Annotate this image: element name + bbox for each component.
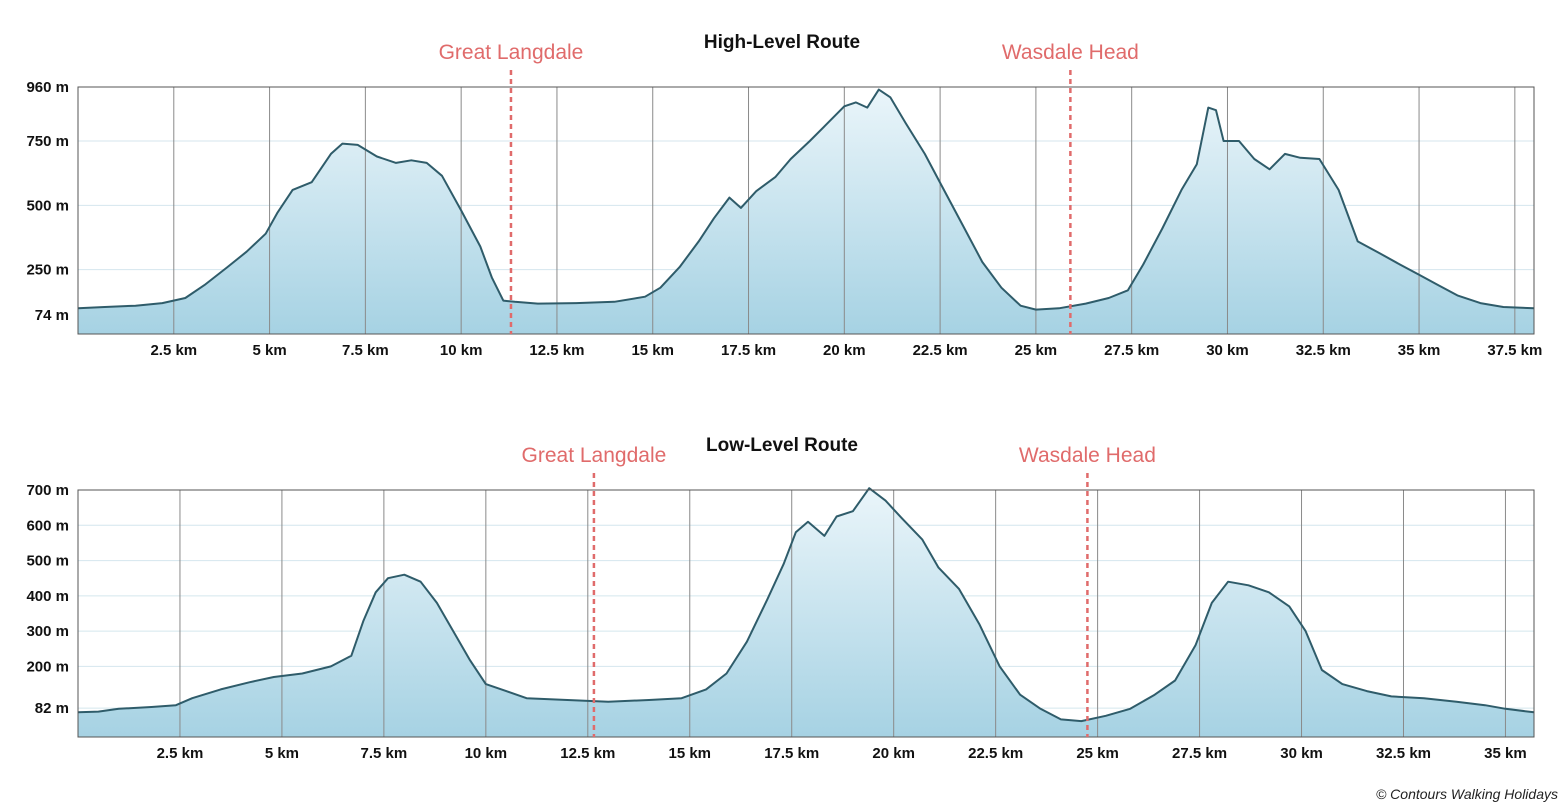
marker-label: Great Langdale	[439, 41, 584, 64]
elevation-area	[78, 488, 1534, 737]
y-tick-label: 300 m	[26, 623, 69, 640]
y-tick-label: 960 m	[26, 79, 69, 96]
x-tick-label: 5 km	[252, 342, 286, 359]
chart-title: Low-Level Route	[706, 435, 858, 456]
x-tick-label: 15 km	[631, 342, 674, 359]
marker-label: Great Langdale	[522, 444, 667, 467]
x-tick-label: 10 km	[465, 745, 508, 762]
y-tick-label: 74 m	[35, 307, 69, 324]
x-tick-label: 32.5 km	[1376, 745, 1431, 762]
y-tick-label: 750 m	[26, 133, 69, 150]
y-tick-label: 600 m	[26, 517, 69, 534]
x-tick-label: 27.5 km	[1104, 342, 1159, 359]
x-tick-label: 35 km	[1484, 745, 1527, 762]
x-tick-label: 25 km	[1015, 342, 1058, 359]
x-tick-label: 30 km	[1280, 745, 1323, 762]
x-tick-label: 30 km	[1206, 342, 1249, 359]
x-tick-label: 10 km	[440, 342, 483, 359]
y-tick-label: 200 m	[26, 658, 69, 675]
y-tick-label: 700 m	[26, 482, 69, 499]
x-tick-label: 12.5 km	[529, 342, 584, 359]
copyright-credit: © Contours Walking Holidays	[1375, 786, 1558, 802]
x-tick-label: 22.5 km	[913, 342, 968, 359]
x-tick-label: 25 km	[1076, 745, 1119, 762]
elevation-line	[77, 88, 1535, 311]
x-tick-label: 17.5 km	[764, 745, 819, 762]
plot-frame	[77, 489, 1535, 738]
x-tick-label: 7.5 km	[361, 745, 408, 762]
x-tick-label: 37.5 km	[1487, 342, 1542, 359]
x-tick-label: 5 km	[265, 745, 299, 762]
high-level-route-chart: Great Langdale Wasdale Head High-Level Rou…	[26, 32, 1542, 359]
x-tick-label: 32.5 km	[1296, 342, 1351, 359]
x-tick-label: 22.5 km	[968, 745, 1023, 762]
marker-label: Wasdale Head	[1002, 41, 1139, 64]
elevation-line	[77, 487, 1535, 723]
y-tick-label: 500 m	[26, 553, 69, 570]
y-tick-label: 400 m	[26, 588, 69, 605]
x-tick-label: 17.5 km	[721, 342, 776, 359]
x-tick-label: 2.5 km	[157, 745, 204, 762]
x-tick-label: 15 km	[668, 745, 711, 762]
chart-title: High-Level Route	[704, 32, 860, 53]
x-tick-label: 27.5 km	[1172, 745, 1227, 762]
marker-label: Wasdale Head	[1019, 444, 1156, 467]
y-tick-label: 82 m	[35, 700, 69, 717]
y-tick-label: 250 m	[26, 262, 69, 279]
low-level-route-chart: Great Langdale Wasdale Head Low-Level Rout…	[26, 435, 1535, 762]
y-tick-label: 500 m	[26, 197, 69, 214]
x-tick-label: 7.5 km	[342, 342, 389, 359]
x-tick-label: 20 km	[823, 342, 866, 359]
plot-frame	[77, 86, 1535, 335]
x-tick-label: 12.5 km	[560, 745, 615, 762]
x-tick-label: 20 km	[872, 745, 915, 762]
x-tick-label: 2.5 km	[150, 342, 197, 359]
x-tick-label: 35 km	[1398, 342, 1441, 359]
elevation-area	[78, 89, 1534, 334]
